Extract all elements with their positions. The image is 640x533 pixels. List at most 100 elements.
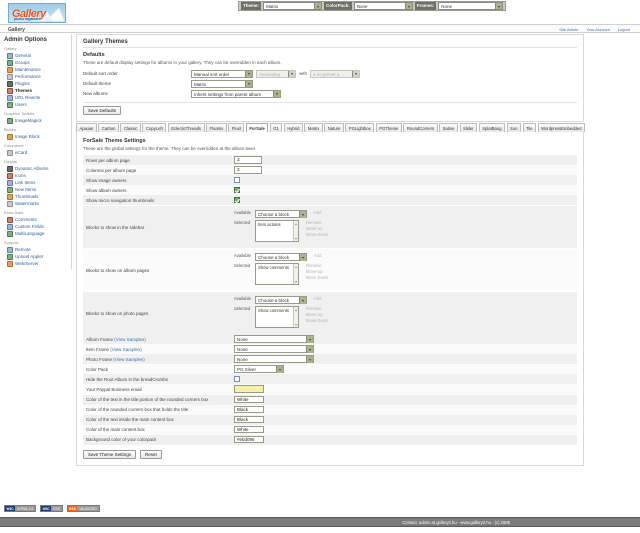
checkbox[interactable] — [234, 196, 240, 203]
tab-fluid[interactable]: Fluid — [228, 123, 245, 132]
sort-order-select[interactable]: Manual sort order — [191, 69, 253, 78]
save-defaults-button[interactable]: Save Defaults — [83, 106, 122, 115]
default-theme-select[interactable]: Matrix — [191, 79, 253, 88]
remove-button[interactable]: Remove — [306, 306, 322, 311]
text-setting-input[interactable] — [234, 385, 264, 393]
validation-badge[interactable]: W3C CSS — [40, 505, 63, 512]
tab-carbon[interactable]: Carbon — [98, 123, 119, 132]
sidebar-item-image-block[interactable]: Image Block — [4, 133, 67, 140]
sidebar-item-custom-fields[interactable]: Custom Fields — [4, 223, 67, 230]
tab-eclecticthreads[interactable]: EclecticThreads — [167, 123, 205, 132]
tab-sun[interactable]: Sun — [506, 123, 521, 132]
list-item[interactable]: Show comments — [258, 308, 289, 313]
tab-wordpressembedded[interactable]: WordpressEmbedded — [537, 123, 586, 132]
available-block-select[interactable]: Choose a block — [255, 253, 307, 261]
tab-matrix[interactable]: Matrix — [304, 123, 323, 132]
tab-copyleft[interactable]: CopyLeft — [142, 123, 167, 132]
sidebar-item-plugins[interactable]: Plugins — [4, 80, 67, 87]
sidebar-item-new-items[interactable]: New Items — [4, 186, 67, 193]
value-input[interactable]: 3 — [234, 156, 262, 164]
selected-blocks-list[interactable]: Show comments — [255, 263, 299, 285]
site-admin-link[interactable]: Site Admin — [559, 27, 579, 32]
tab-nature[interactable]: Nature — [324, 123, 344, 132]
tab-floatrix[interactable]: Floatrix — [206, 123, 227, 132]
sidebar-item-watermarks[interactable]: Watermarks — [4, 200, 67, 207]
view-samples-link[interactable]: (View Samples) — [113, 356, 145, 362]
frames-select[interactable]: None — [438, 2, 503, 10]
frame-select[interactable]: None — [234, 355, 314, 363]
your-account-link[interactable]: Your Account — [586, 27, 610, 32]
selected-blocks-list[interactable]: Item actions — [255, 220, 299, 242]
tab-roundcorners[interactable]: RoundCorners — [403, 123, 438, 132]
gallery-logo[interactable]: Gallery photo organizer — [8, 3, 66, 23]
sidebar-item-performance[interactable]: Performance — [4, 73, 67, 80]
validation-badge[interactable]: RSS VALIDATED — [66, 505, 100, 512]
frame-select[interactable]: None — [234, 335, 314, 343]
move-down-button[interactable]: Move Down — [306, 232, 329, 237]
text-setting-input[interactable]: Black — [234, 405, 264, 414]
sidebar-item-users[interactable]: Users — [4, 101, 67, 108]
reset-button[interactable]: Reset — [139, 449, 162, 459]
text-setting-input[interactable]: #ebd095 — [234, 435, 264, 444]
save-theme-settings-button[interactable]: Save Theme Settings — [83, 449, 136, 459]
sidebar-item-groups[interactable]: Groups — [4, 59, 67, 66]
theme-select[interactable]: Matrix — [263, 2, 323, 10]
checkbox[interactable] — [234, 176, 240, 183]
sidebar-item-themes[interactable]: Themes — [4, 87, 67, 94]
checkbox[interactable] — [234, 186, 240, 193]
new-albums-select[interactable]: Inherit settings from parent album — [191, 89, 281, 98]
tab-hybrid[interactable]: Hybrid — [283, 123, 303, 132]
move-down-button[interactable]: Move Down — [306, 318, 329, 323]
value-input[interactable]: 3 — [234, 166, 262, 174]
sidebar-item-imagemagick[interactable]: ImageMagick — [4, 117, 67, 124]
sidebar-item-web-server[interactable]: Web/Server — [4, 260, 67, 267]
tab-splatbang[interactable]: SplatBang — [478, 123, 506, 132]
list-item[interactable]: Show comments — [258, 265, 289, 270]
remove-button[interactable]: Remove — [306, 220, 322, 225]
move-up-button[interactable]: Move Up — [306, 226, 323, 231]
scrollbar[interactable] — [293, 307, 298, 327]
sidebar-item-comments[interactable]: Comments — [4, 216, 67, 223]
move-down-button[interactable]: Move Down — [306, 275, 329, 280]
add-block-button[interactable]: Add — [314, 296, 322, 301]
sidebar-item-remote[interactable]: Remote — [4, 246, 67, 253]
view-samples-link[interactable]: (View Samples) — [110, 346, 142, 352]
validation-badge[interactable]: W3C XHTML 1.0 — [4, 505, 37, 512]
selected-blocks-list[interactable]: Show comments — [255, 306, 299, 328]
tab-classic[interactable]: Classic — [120, 123, 141, 132]
colorpack-select[interactable]: None — [353, 2, 413, 10]
breadcrumb[interactable]: Gallery — [8, 26, 25, 33]
tab-pgtheme[interactable]: PGTheme — [375, 123, 402, 132]
move-up-button[interactable]: Move Up — [306, 312, 323, 317]
sidebar-item-maintenance[interactable]: Maintenance — [4, 66, 67, 73]
colorpack-row-select[interactable]: PG Silver — [234, 365, 284, 373]
tab-forsale[interactable]: ForSale — [245, 123, 269, 132]
add-block-button[interactable]: Add — [314, 210, 322, 215]
frame-select[interactable]: None — [234, 345, 314, 353]
tab-tile[interactable]: Tile — [522, 123, 537, 132]
tab-slider[interactable]: Slider — [459, 123, 478, 132]
tab-satine[interactable]: Satine — [439, 123, 458, 132]
available-block-select[interactable]: Choose a block — [255, 210, 307, 218]
sidebar-item-ecard[interactable]: eCard — [4, 149, 67, 156]
list-item[interactable]: Item actions — [258, 222, 281, 227]
sidebar-item-thumbnails[interactable]: Thumbnails — [4, 193, 67, 200]
move-up-button[interactable]: Move Up — [306, 269, 323, 274]
text-setting-input[interactable]: White — [234, 425, 264, 434]
sidebar-item-upload-applet[interactable]: Upload Applet — [4, 253, 67, 260]
text-setting-input[interactable]: White — [234, 395, 264, 404]
sidebar-item-dynamic-albums[interactable]: Dynamic Albums — [4, 165, 67, 172]
scrollbar[interactable] — [293, 221, 298, 241]
add-block-button[interactable]: Add — [314, 253, 322, 258]
tab-pglightbox[interactable]: PGLightbox — [345, 123, 375, 132]
scrollbar[interactable] — [293, 264, 298, 284]
sidebar-item-general[interactable]: General — [4, 52, 67, 59]
logout-link[interactable]: Logout — [617, 27, 630, 32]
sidebar-item-multilanguage[interactable]: MultiLanguage — [4, 230, 67, 237]
view-samples-link[interactable]: (View Samples) — [114, 336, 146, 342]
hide-root-checkbox[interactable] — [234, 375, 240, 382]
sidebar-item-url-rewrite[interactable]: URL Rewrite — [4, 94, 67, 101]
sidebar-item-icons[interactable]: Icons — [4, 172, 67, 179]
sidebar-item-link-items[interactable]: Link Items — [4, 179, 67, 186]
available-block-select[interactable]: Choose a block — [255, 296, 307, 304]
